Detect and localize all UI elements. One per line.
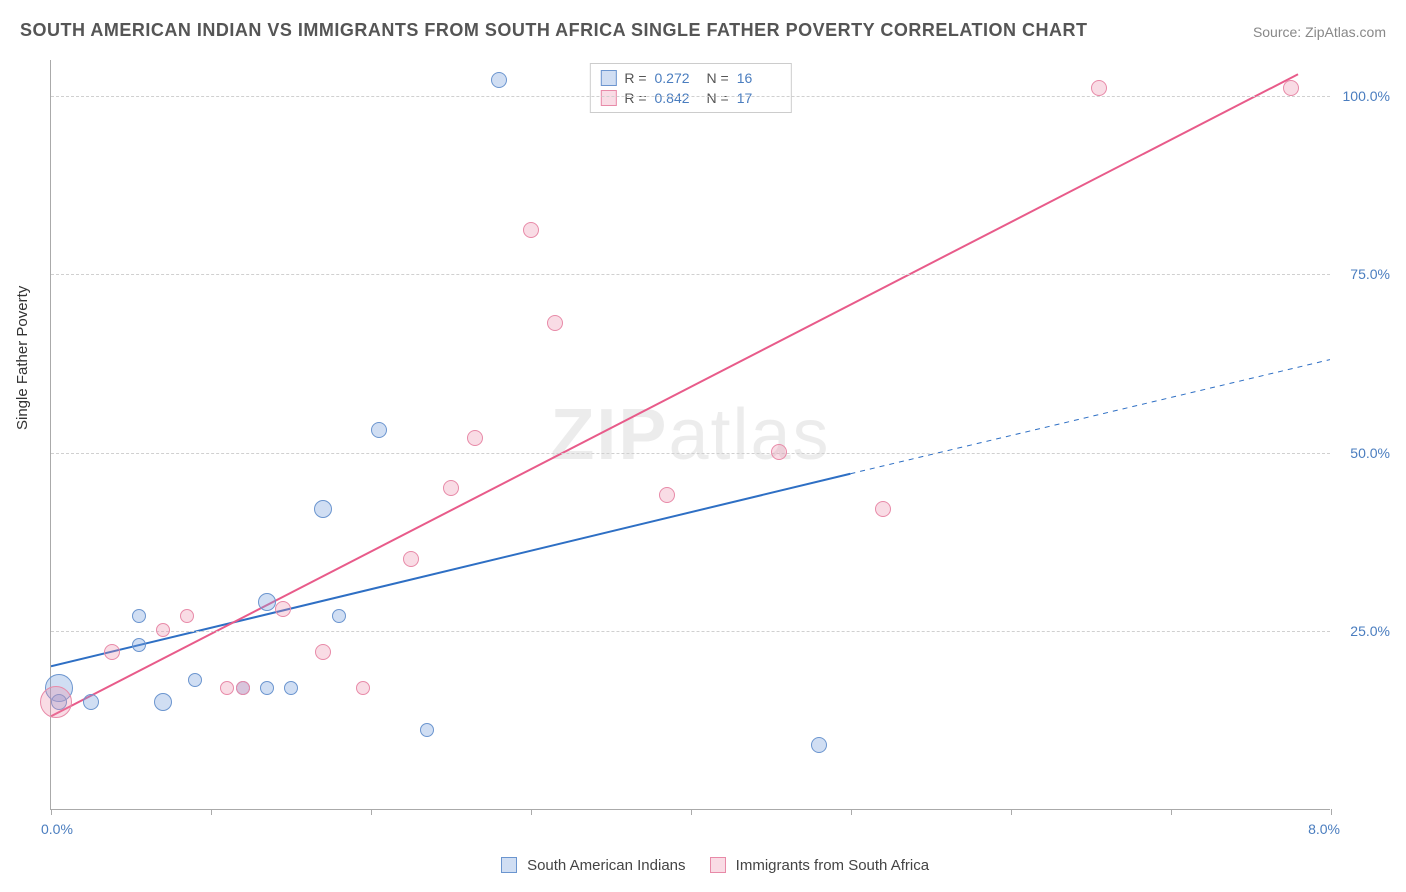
- data-point: [659, 487, 675, 503]
- trend-line: [51, 74, 1298, 716]
- y-axis-label: Single Father Poverty: [14, 286, 31, 430]
- x-tick: [1171, 809, 1172, 815]
- correlation-legend: R = 0.272 N = 16 R = 0.842 N = 17: [589, 63, 791, 113]
- trend-lines: [51, 60, 1330, 809]
- x-axis-min-label: 0.0%: [41, 821, 73, 837]
- series-legend: South American Indians Immigrants from S…: [0, 857, 1406, 874]
- y-tick-label: 25.0%: [1350, 623, 1390, 639]
- data-point: [104, 644, 120, 660]
- legend-swatch: [710, 857, 726, 873]
- plot-area: ZIPatlas R =0.272N =16R =0.842N =17 0.0%…: [50, 60, 1330, 810]
- x-tick: [531, 809, 532, 815]
- r-value: 0.272: [655, 68, 699, 88]
- data-point: [491, 72, 507, 88]
- trend-line-extension: [850, 360, 1330, 474]
- correlation-legend-row: R = 0.272 N = 16: [600, 68, 780, 88]
- data-point: [403, 551, 419, 567]
- data-point: [40, 686, 72, 718]
- gridline: [51, 453, 1330, 454]
- gridline: [51, 274, 1330, 275]
- x-tick: [691, 809, 692, 815]
- data-point: [523, 222, 539, 238]
- x-axis-max-label: 8.0%: [1308, 821, 1340, 837]
- y-tick-label: 100.0%: [1343, 88, 1390, 104]
- data-point: [275, 601, 291, 617]
- source-label: Source: ZipAtlas.com: [1253, 24, 1386, 40]
- data-point: [371, 422, 387, 438]
- data-point: [467, 430, 483, 446]
- data-point: [771, 444, 787, 460]
- data-point: [420, 723, 434, 737]
- data-point: [154, 693, 172, 711]
- chart-title: SOUTH AMERICAN INDIAN VS IMMIGRANTS FROM…: [20, 20, 1088, 41]
- r-value: 0.842: [655, 88, 699, 108]
- x-tick: [1331, 809, 1332, 815]
- y-tick-label: 75.0%: [1350, 266, 1390, 282]
- data-point: [443, 480, 459, 496]
- n-value: 17: [737, 88, 781, 108]
- n-label: N =: [707, 88, 729, 108]
- data-point: [547, 315, 563, 331]
- data-point: [156, 623, 170, 637]
- data-point: [315, 644, 331, 660]
- watermark: ZIPatlas: [550, 394, 830, 476]
- data-point: [180, 609, 194, 623]
- n-value: 16: [737, 68, 781, 88]
- x-tick: [371, 809, 372, 815]
- data-point: [236, 681, 250, 695]
- n-label: N =: [707, 68, 729, 88]
- data-point: [258, 593, 276, 611]
- y-tick-label: 50.0%: [1350, 445, 1390, 461]
- data-point: [1091, 80, 1107, 96]
- trend-line: [51, 474, 850, 667]
- watermark-atlas: atlas: [668, 395, 830, 475]
- r-label: R =: [624, 68, 646, 88]
- x-tick: [851, 809, 852, 815]
- data-point: [356, 681, 370, 695]
- correlation-legend-row: R = 0.842 N = 17: [600, 88, 780, 108]
- data-point: [332, 609, 346, 623]
- data-point: [314, 500, 332, 518]
- data-point: [875, 501, 891, 517]
- gridline: [51, 96, 1330, 97]
- legend-series-label: South American Indians: [523, 857, 686, 874]
- data-point: [132, 638, 146, 652]
- legend-swatch: [600, 90, 616, 106]
- legend-swatch: [600, 70, 616, 86]
- data-point: [132, 609, 146, 623]
- legend-swatch: [501, 857, 517, 873]
- legend-series-label: Immigrants from South Africa: [732, 857, 930, 874]
- data-point: [1283, 80, 1299, 96]
- data-point: [188, 673, 202, 687]
- x-tick: [1011, 809, 1012, 815]
- gridline: [51, 631, 1330, 632]
- x-tick: [51, 809, 52, 815]
- data-point: [220, 681, 234, 695]
- data-point: [260, 681, 274, 695]
- watermark-zip: ZIP: [550, 395, 668, 475]
- data-point: [811, 737, 827, 753]
- x-tick: [211, 809, 212, 815]
- r-label: R =: [624, 88, 646, 108]
- data-point: [284, 681, 298, 695]
- data-point: [83, 694, 99, 710]
